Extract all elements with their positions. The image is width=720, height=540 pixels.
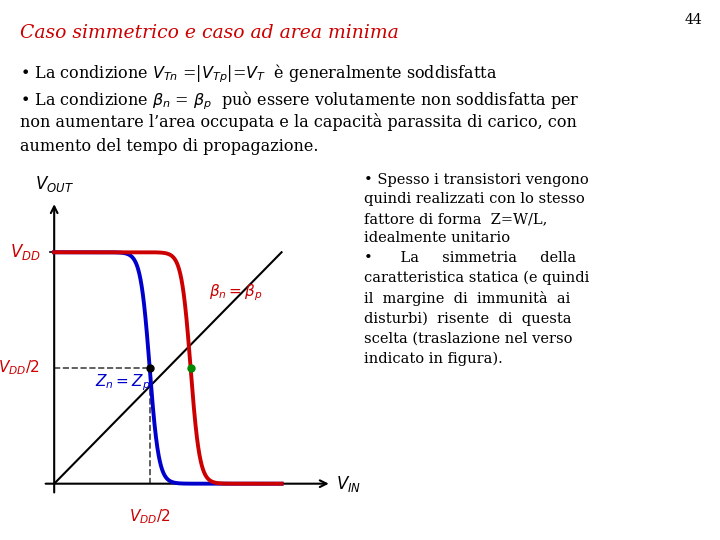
Text: $V_{DD}$: $V_{DD}$ xyxy=(10,242,40,262)
Text: • La condizione $V_{Tn}$ =|$V_{Tp}$|=$V_T$  è generalmente soddisfatta: • La condizione $V_{Tn}$ =|$V_{Tp}$|=$V_… xyxy=(20,62,498,85)
Text: $\beta_n=\beta_p$: $\beta_n=\beta_p$ xyxy=(209,282,263,303)
Text: $V_{IN}$: $V_{IN}$ xyxy=(336,474,361,494)
Text: $Z_n=Z_p$: $Z_n=Z_p$ xyxy=(95,373,150,393)
Text: • Spesso i transistori vengono
quindi realizzati con lo stesso
fattore di forma : • Spesso i transistori vengono quindi re… xyxy=(364,173,589,366)
Text: $V_{OUT}$: $V_{OUT}$ xyxy=(35,174,73,194)
Text: $V_{DD}/2$: $V_{DD}/2$ xyxy=(0,359,40,377)
Text: $V_{DD}/2$: $V_{DD}/2$ xyxy=(129,507,171,525)
Text: 44: 44 xyxy=(684,14,702,28)
Text: • La condizione $\beta_n$ = $\beta_p$  può essere volutamente non soddisfatta pe: • La condizione $\beta_n$ = $\beta_p$ pu… xyxy=(20,89,580,112)
Text: aumento del tempo di propagazione.: aumento del tempo di propagazione. xyxy=(20,138,319,154)
Text: Caso simmetrico e caso ad area minima: Caso simmetrico e caso ad area minima xyxy=(20,24,399,42)
Text: non aumentare l’area occupata e la capacità parassita di carico, con: non aumentare l’area occupata e la capac… xyxy=(20,113,577,131)
